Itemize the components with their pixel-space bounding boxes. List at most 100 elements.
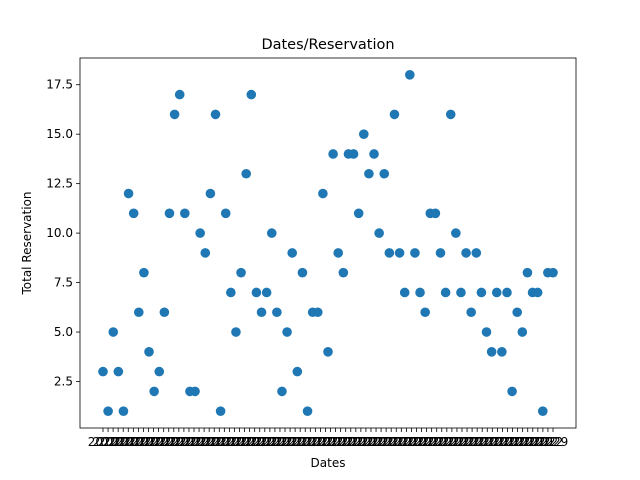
data-point	[118, 406, 129, 416]
data-point	[435, 248, 446, 258]
x-tick-label: 2022	[310, 435, 341, 449]
x-tick-label: 2022	[462, 435, 493, 449]
y-tick-label: 15.0	[46, 127, 73, 141]
data-point	[369, 149, 379, 159]
x-tick-label: 2022	[224, 435, 255, 449]
data-point	[180, 208, 190, 219]
x-tick-label: 2022	[406, 435, 437, 449]
data-point	[246, 89, 257, 100]
data-point	[241, 168, 251, 179]
data-point	[410, 248, 420, 258]
y-tick-label: 12.5	[46, 177, 73, 191]
x-tick-label: 2022	[290, 435, 321, 449]
chart-title: Dates/Reservation	[261, 37, 394, 53]
data-point	[251, 287, 262, 298]
data-point	[282, 327, 292, 337]
data-point	[415, 287, 425, 298]
data-point	[98, 366, 108, 377]
x-tick-label: 2022	[169, 435, 200, 449]
data-point	[353, 208, 364, 219]
x-tick-label: 2022	[103, 435, 134, 449]
x-tick-label: 2022	[194, 435, 225, 449]
x-tick-label: 2022	[472, 435, 503, 449]
x-tick-label: 2022	[351, 435, 382, 449]
data-point	[231, 327, 241, 337]
data-point	[128, 208, 139, 219]
y-axis-ticks: 2.5 5.0 7.5 10.0 12.5 15.0 17.5	[46, 78, 80, 389]
data-point	[190, 386, 200, 397]
x-tick-label: 2022	[244, 435, 275, 449]
x-tick-label: 2022	[325, 435, 356, 449]
data-point	[517, 327, 528, 337]
data-point	[476, 287, 487, 298]
y-tick-label: 17.5	[46, 78, 73, 92]
x-tick-label: 2022	[199, 435, 230, 449]
x-tick-label: 2022	[497, 435, 528, 449]
x-tick-label: 2022	[356, 435, 387, 449]
x-tick-label: 2022	[93, 435, 124, 449]
x-tick-label: 2022	[330, 435, 361, 449]
x-axis-ticks: 2022202220222022202220222022202220222022…	[88, 428, 568, 449]
x-tick-label: 2022	[138, 435, 169, 449]
x-tick-label: 2022	[361, 435, 392, 449]
data-point	[277, 386, 287, 397]
x-tick-label: 2022	[492, 435, 523, 449]
y-tick-label: 2.5	[54, 375, 73, 389]
x-tick-label: 2022	[179, 435, 210, 449]
x-tick-label: 2022	[396, 435, 427, 449]
data-point	[405, 70, 415, 80]
x-tick-label: 2022	[118, 435, 149, 449]
x-tick-label: 2022	[391, 435, 422, 449]
data-point	[481, 327, 492, 337]
data-point	[502, 287, 512, 298]
data-point	[236, 267, 246, 278]
x-tick-label: 2022	[320, 435, 351, 449]
data-point	[323, 347, 333, 357]
x-tick-label: 2022	[437, 435, 468, 449]
y-tick-label: 10.0	[46, 226, 73, 240]
data-point	[497, 347, 507, 357]
x-tick-label: 2022	[518, 435, 549, 449]
data-point	[318, 188, 328, 199]
data-point	[333, 248, 344, 258]
x-tick-label: 2022	[335, 435, 366, 449]
x-tick-label: 2022	[239, 435, 270, 449]
data-point	[430, 208, 441, 219]
data-point	[123, 188, 134, 199]
x-tick-label: 2022	[153, 435, 184, 449]
data-point	[537, 406, 548, 416]
x-tick-label: 2022	[421, 435, 452, 449]
x-tick-label: 2022	[255, 435, 286, 449]
x-tick-label: 2022	[477, 435, 508, 449]
x-tick-label: 2022	[280, 435, 311, 449]
data-point	[512, 307, 523, 318]
data-point	[461, 248, 471, 258]
data-point	[261, 287, 272, 298]
x-tick-label: 2022	[507, 435, 538, 449]
x-tick-label: 2022	[133, 435, 164, 449]
data-point	[195, 228, 205, 238]
x-tick-label: 2022	[214, 435, 245, 449]
x-tick-label: 2022	[88, 435, 119, 449]
x-tick-label: 2022	[260, 435, 291, 449]
x-tick-label: 2022	[315, 435, 346, 449]
y-axis-label: Total Reservation	[20, 191, 34, 295]
x-tick-label: 2022	[376, 435, 407, 449]
x-tick-label: 2022	[416, 435, 447, 449]
x-tick-label: 2022	[487, 435, 518, 449]
x-tick-label: 2022	[174, 435, 205, 449]
x-tick-label: 2022	[98, 435, 129, 449]
x-tick-label: 2022	[502, 435, 533, 449]
y-tick-label: 7.5	[54, 276, 73, 290]
data-point	[169, 109, 180, 120]
data-point	[220, 208, 231, 219]
data-point	[471, 248, 482, 258]
data-point	[205, 188, 216, 199]
data-point	[389, 109, 400, 120]
x-tick-label: 2022	[442, 435, 473, 449]
x-tick-label: 2022	[512, 435, 543, 449]
data-point	[548, 267, 558, 278]
y-tick-label: 5.0	[54, 325, 73, 339]
data-point	[532, 287, 543, 298]
data-point	[108, 327, 119, 337]
